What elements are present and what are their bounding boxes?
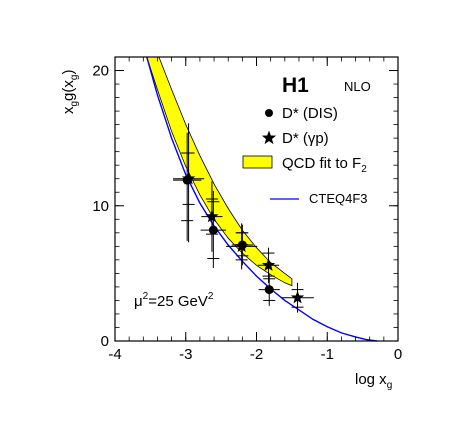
gp-marker (234, 239, 249, 252)
dis-marker (264, 285, 274, 295)
dis-marker (208, 225, 218, 235)
legend-cteq-label: CTEQ4F3 (309, 191, 368, 206)
x-tick-label: -3 (179, 346, 192, 363)
cteq-curve-layer (146, 56, 377, 342)
y-axis-title: xgg(xg) (60, 70, 80, 114)
gp-point-0 (173, 123, 205, 243)
x-tick-label: 0 (394, 346, 402, 363)
experiment-label: H1 (282, 74, 309, 97)
gp-marker (290, 290, 305, 304)
dis-point-3 (258, 273, 280, 306)
qcd-fit-band-layer (146, 56, 293, 287)
gp-marker (181, 171, 196, 185)
qcd-fit-band (146, 56, 293, 287)
scale-annotation: μ2=25 GeV2 (134, 291, 214, 310)
order-label: NLO (344, 79, 371, 94)
x-axis-title: log xg (355, 371, 392, 391)
legend: D* (DIS) D* (γp) QCD fit to F2 CTEQ4F3 (242, 105, 368, 206)
gp-point-1 (201, 181, 223, 252)
data-points-layer (173, 123, 314, 313)
legend-dis-label: D* (DIS) (282, 105, 338, 122)
legend-star-shape (261, 130, 277, 145)
legend-gp-label: D* (γp) (282, 130, 329, 147)
x-tick-label: -2 (250, 346, 263, 363)
gp-marker (205, 209, 219, 223)
y-tick-label: 20 (92, 63, 109, 80)
legend-gp-marker (261, 130, 277, 145)
legend-band-swatch (242, 155, 273, 169)
y-tick-label: 0 (101, 333, 109, 350)
gp-marker (261, 258, 276, 271)
x-tick-label: -1 (321, 346, 334, 363)
x-tick-label: -4 (108, 346, 121, 363)
gp-point-2 (226, 223, 258, 270)
axis-ticks: -4 -3 -2 -1 0 0 10 20 (92, 56, 402, 363)
gp-point-3 (257, 247, 280, 283)
cteq-curve (146, 56, 377, 342)
legend-band-label: QCD fit to F2 (282, 155, 367, 175)
legend-dis-marker (265, 109, 273, 117)
y-tick-label: 10 (92, 198, 109, 215)
dis-point-1 (200, 190, 227, 268)
gp-point-4 (281, 282, 314, 313)
